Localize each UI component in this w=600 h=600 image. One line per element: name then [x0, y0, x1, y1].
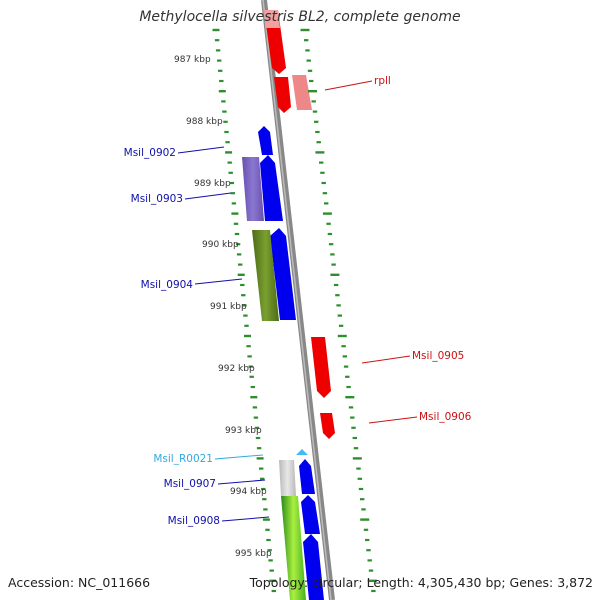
gene-msil-0909-arrow[interactable]	[303, 534, 324, 600]
gene-msil-0905-arrow[interactable]	[311, 337, 331, 398]
gene-rpll-arrow[interactable]	[274, 77, 291, 113]
gene-label[interactable]: Msil_0906	[419, 411, 472, 423]
gene-top-reverse-pale[interactable]	[264, 10, 280, 28]
gene-msil-0908-arrow[interactable]	[301, 495, 320, 534]
gene-msil-r0021-block[interactable]	[279, 460, 296, 496]
trna-msil-r0021-arrow[interactable]	[296, 449, 308, 455]
gene-label[interactable]: Msil_0908	[168, 515, 220, 527]
gene-label[interactable]: rpll	[374, 75, 391, 87]
gene-label[interactable]: Msil_0902	[124, 147, 176, 159]
forward-strand-features	[242, 126, 324, 600]
gene-msil-0904-arrow[interactable]	[270, 228, 296, 320]
ruler-label: 993 kbp	[225, 426, 262, 436]
gene-rpll-pseudo[interactable]	[292, 75, 312, 110]
ruler-label: 994 kbp	[230, 487, 267, 497]
ruler-label: 990 kbp	[202, 240, 239, 250]
gene-label-leader-line	[184, 192, 232, 200]
genome-summary-text: Topology: circular; Length: 4,305,430 bp…	[249, 575, 593, 590]
gene-msil-0903-arrow[interactable]	[260, 155, 283, 221]
ruler-labels: 987 kbp 988 kbp 989 kbp 990 kbp 991 kbp 992 k…	[174, 55, 272, 559]
accession-text: Accession: NC_011666	[8, 575, 151, 590]
gene-label[interactable]: Msil_0907	[164, 478, 216, 490]
gene-msil-0903-block[interactable]	[242, 157, 264, 221]
gene-label[interactable]: Msil_0905	[412, 350, 464, 362]
gene-label-leader-line	[368, 416, 418, 424]
gene-msil-0906-arrow[interactable]	[320, 413, 335, 439]
ruler-label: 992 kbp	[218, 364, 255, 374]
gene-msil-0907-arrow[interactable]	[299, 459, 315, 494]
ruler-label: 995 kbp	[235, 549, 272, 559]
gene-label-leader-line	[361, 355, 411, 364]
gene-msil-0902-arrow[interactable]	[258, 126, 273, 155]
ruler-label: 988 kbp	[186, 117, 223, 127]
ruler-label: 987 kbp	[174, 55, 211, 65]
gene-labels: rpll Msil_0902 Msil_0903 Msil_0904 Msil_0905…	[124, 75, 472, 527]
gene-label[interactable]: Msil_0904	[141, 279, 194, 291]
inner-ruler	[212, 28, 277, 593]
ruler-label: 989 kbp	[194, 179, 231, 189]
gene-msil-0904-block[interactable]	[252, 230, 279, 321]
outer-ruler	[300, 28, 377, 593]
gene-label[interactable]: Msil_0903	[131, 193, 183, 205]
map-title: Methylocella silvestris BL2, complete ge…	[139, 9, 461, 25]
gene-label-leader-line	[217, 479, 266, 485]
gene-label-leader-line	[214, 454, 264, 460]
gene-msil-0908-block[interactable]	[281, 496, 306, 600]
gene-label-leader-line	[194, 278, 243, 285]
sequence-backbone-highlight	[262, 0, 332, 600]
gene-label-leader-line	[221, 516, 270, 522]
gene-label[interactable]: Msil_R0021	[153, 453, 213, 465]
gene-label-leader-line	[177, 146, 225, 154]
ruler-label: 991 kbp	[210, 302, 247, 312]
gene-label-leader-line	[324, 80, 373, 91]
sequence-backbone	[261, 0, 335, 600]
reverse-strand-features	[264, 10, 335, 439]
